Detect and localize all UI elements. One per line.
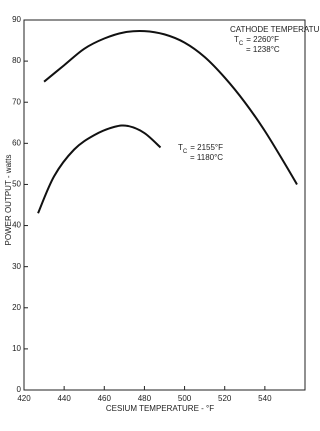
x-tick-label: 480 xyxy=(138,394,152,403)
y-axis-label: POWER OUTPUT - watts xyxy=(4,155,13,246)
x-tick-label: 440 xyxy=(57,394,71,403)
annotation-subscript: C xyxy=(239,41,244,47)
annotation-text: = 1238°C xyxy=(246,45,280,54)
annotation: = 1238°C xyxy=(246,45,280,54)
annotation: CATHODE TEMPERATURE xyxy=(230,25,319,34)
plot-frame xyxy=(23,19,306,391)
y-tick-label: 30 xyxy=(12,262,21,271)
annotation: = 1180°C xyxy=(190,153,223,162)
x-tick-label: 420 xyxy=(17,394,31,403)
x-tick-label: 460 xyxy=(98,394,112,403)
annotation-text: = 2260°F xyxy=(246,35,279,44)
annotation-subscript: C xyxy=(183,149,188,155)
x-tick-label: 540 xyxy=(258,394,272,403)
y-tick-label: 20 xyxy=(12,303,21,312)
y-tick-label: 10 xyxy=(12,344,21,353)
x-tick-label: 500 xyxy=(178,394,192,403)
annotation-text: CATHODE TEMPERATURE xyxy=(230,25,319,34)
annotation-symbol: T xyxy=(178,143,183,152)
annotation-symbol: T xyxy=(234,35,239,44)
annotation: TC = 2260°F xyxy=(234,35,279,46)
x-axis-label: CESIUM TEMPERATURE - °F xyxy=(106,404,214,413)
y-tick-label: 60 xyxy=(12,138,21,147)
y-tick-label: 70 xyxy=(12,97,21,106)
curve xyxy=(43,29,298,185)
y-tick-label: 80 xyxy=(12,56,21,65)
y-tick-label: 40 xyxy=(12,221,21,230)
annotation-text: = 2155°F xyxy=(190,143,223,152)
x-tick-label: 520 xyxy=(218,394,232,403)
annotation: TC = 2155°F xyxy=(178,143,223,154)
annotation-text: = 1180°C xyxy=(190,153,223,162)
curve xyxy=(37,124,162,214)
y-tick-label: 0 xyxy=(17,385,22,394)
y-tick-label: 90 xyxy=(12,15,21,24)
y-tick-label: 50 xyxy=(12,180,21,189)
